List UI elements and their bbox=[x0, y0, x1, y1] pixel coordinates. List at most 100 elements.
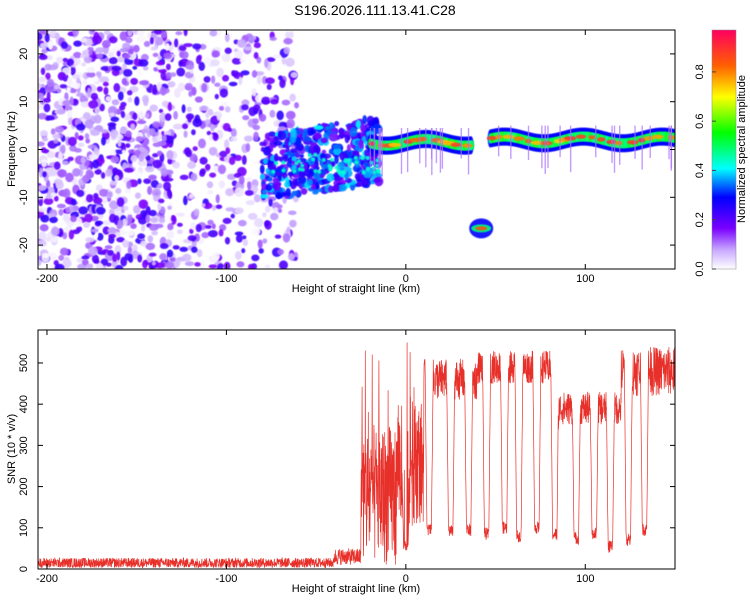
noise-speckle bbox=[45, 237, 51, 242]
noise-speckle bbox=[189, 153, 198, 163]
noise-speckle bbox=[215, 204, 223, 210]
noise-speckle bbox=[45, 179, 51, 189]
noise-speckle bbox=[191, 246, 198, 253]
noise-speckle bbox=[153, 30, 163, 35]
noise-speckle bbox=[90, 129, 100, 136]
noise-speckle bbox=[157, 140, 167, 147]
noise-speckle bbox=[86, 194, 94, 203]
noise-speckle bbox=[114, 174, 120, 181]
noise-speckle bbox=[139, 80, 149, 86]
noise-speckle bbox=[41, 252, 50, 259]
transition-speckle bbox=[319, 169, 326, 175]
noise-speckle bbox=[119, 104, 126, 111]
noise-speckle bbox=[50, 236, 59, 243]
noise-speckle bbox=[272, 207, 279, 213]
noise-speckle bbox=[251, 254, 260, 262]
noise-speckle bbox=[116, 251, 121, 261]
noise-speckle bbox=[282, 233, 291, 243]
snr-y-tick-label: 300 bbox=[18, 436, 30, 454]
noise-speckle bbox=[164, 130, 172, 137]
noise-speckle bbox=[149, 37, 154, 45]
noise-speckle bbox=[102, 226, 110, 235]
colorbar-tick-label: 0.4 bbox=[694, 163, 706, 178]
noise-speckle bbox=[80, 37, 88, 43]
signal-streak bbox=[419, 127, 421, 164]
noise-speckle bbox=[132, 65, 138, 70]
noise-speckle bbox=[179, 174, 189, 181]
noise-speckle bbox=[176, 222, 183, 227]
colorbar-tick-label: 0.2 bbox=[694, 212, 706, 227]
noise-speckle bbox=[165, 261, 174, 269]
noise-speckle bbox=[99, 103, 105, 112]
noise-speckle bbox=[245, 143, 251, 152]
noise-speckle bbox=[109, 129, 119, 139]
signal-streak bbox=[547, 125, 549, 169]
noise-speckle bbox=[49, 30, 57, 38]
noise-speckle bbox=[86, 71, 96, 78]
transition-core bbox=[300, 167, 305, 172]
noise-speckle bbox=[172, 123, 183, 130]
noise-speckle bbox=[149, 223, 159, 232]
noise-speckle bbox=[276, 110, 284, 121]
noise-speckle bbox=[62, 258, 72, 268]
noise-speckle bbox=[221, 74, 230, 82]
noise-speckle bbox=[147, 185, 153, 195]
noise-speckle bbox=[67, 136, 77, 147]
noise-speckle bbox=[52, 133, 61, 140]
transition-speckle bbox=[360, 125, 367, 132]
noise-speckle bbox=[58, 151, 63, 162]
noise-speckle bbox=[46, 78, 55, 88]
noise-speckle bbox=[62, 232, 68, 240]
noise-speckle bbox=[56, 108, 66, 115]
noise-speckle bbox=[134, 192, 141, 199]
noise-speckle bbox=[59, 220, 66, 227]
noise-speckle bbox=[136, 68, 143, 77]
snr-y-axis-label: SNR (10 * v/v) bbox=[6, 414, 18, 484]
transition-core bbox=[334, 165, 339, 170]
transition-speckle bbox=[289, 134, 298, 144]
noise-speckle bbox=[138, 59, 149, 67]
noise-speckle bbox=[81, 62, 87, 67]
noise-speckle bbox=[214, 82, 221, 87]
signal-peak bbox=[627, 140, 639, 145]
noise-speckle bbox=[78, 206, 89, 215]
noise-speckle bbox=[116, 236, 125, 243]
noise-speckle bbox=[223, 261, 231, 269]
noise-speckle bbox=[234, 154, 243, 162]
noise-speckle bbox=[161, 30, 167, 39]
noise-speckle bbox=[159, 86, 167, 96]
noise-speckle bbox=[278, 75, 283, 81]
noise-speckle bbox=[132, 244, 138, 253]
transition-speckle bbox=[306, 173, 313, 179]
noise-speckle bbox=[117, 139, 122, 147]
transition-speckle bbox=[349, 126, 358, 137]
transition-speckle bbox=[313, 125, 324, 130]
noise-speckle bbox=[194, 114, 201, 124]
noise-speckle bbox=[66, 58, 74, 66]
transition-core bbox=[337, 170, 342, 175]
noise-speckle bbox=[265, 77, 275, 85]
noise-speckle bbox=[68, 229, 75, 240]
noise-speckle bbox=[218, 180, 226, 189]
noise-speckle bbox=[137, 159, 148, 167]
noise-speckle bbox=[236, 39, 247, 48]
transition-speckle bbox=[274, 181, 281, 192]
noise-speckle bbox=[65, 206, 71, 214]
noise-speckle bbox=[125, 210, 133, 215]
noise-speckle bbox=[167, 101, 172, 112]
noise-speckle bbox=[159, 243, 169, 250]
noise-speckle bbox=[72, 229, 81, 235]
noise-speckle bbox=[142, 260, 148, 269]
noise-speckle bbox=[289, 93, 296, 102]
noise-speckle bbox=[120, 110, 126, 119]
noise-speckle bbox=[151, 230, 158, 236]
transition-core bbox=[307, 153, 312, 158]
noise-speckle bbox=[231, 57, 242, 65]
signal-peak bbox=[651, 134, 664, 140]
transition-speckle bbox=[362, 115, 368, 125]
snr-y-tick-label: 200 bbox=[18, 477, 30, 495]
transition-speckle bbox=[311, 183, 316, 190]
noise-speckle bbox=[82, 80, 88, 85]
signal-streak bbox=[544, 125, 546, 174]
signal-streak bbox=[619, 125, 621, 165]
